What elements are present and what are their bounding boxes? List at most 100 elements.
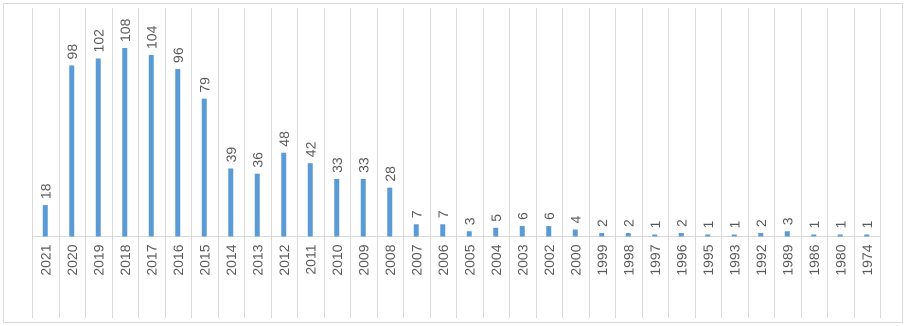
bar xyxy=(440,224,446,237)
data-label: 33 xyxy=(329,157,345,173)
x-tick-label: 2005 xyxy=(461,244,477,275)
x-tick-label: 2009 xyxy=(355,244,371,275)
bar xyxy=(705,234,711,237)
bar xyxy=(652,234,658,237)
x-tick-label: 1999 xyxy=(594,244,610,275)
bar xyxy=(731,234,737,237)
x-tick-label: 1992 xyxy=(753,244,769,275)
x-tick-label: 2003 xyxy=(514,244,530,275)
x-tick-label: 2007 xyxy=(408,244,424,275)
data-label: 2 xyxy=(673,219,689,227)
x-tick-label: 1993 xyxy=(726,244,742,275)
bar xyxy=(625,233,631,237)
x-tick-label: 2015 xyxy=(196,244,212,275)
bar xyxy=(228,168,234,237)
bar xyxy=(493,227,499,237)
data-label: 2 xyxy=(594,219,610,227)
bar xyxy=(678,233,684,237)
bar xyxy=(148,54,154,237)
bar xyxy=(122,48,128,237)
bar xyxy=(175,68,181,237)
x-tick-label: 2020 xyxy=(64,244,80,275)
data-label: 1 xyxy=(806,221,822,229)
x-tick-label: 2012 xyxy=(276,244,292,275)
data-label: 6 xyxy=(541,212,557,220)
x-tick-label: 2008 xyxy=(382,244,398,275)
x-tick-label: 1986 xyxy=(806,244,822,275)
bar xyxy=(360,178,366,237)
bar xyxy=(413,224,419,237)
x-tick-label: 1980 xyxy=(832,244,848,275)
x-tick-label: 1989 xyxy=(779,244,795,275)
x-tick-label: 2019 xyxy=(90,244,106,275)
data-label: 6 xyxy=(514,212,530,220)
data-label: 104 xyxy=(143,25,159,49)
data-label: 3 xyxy=(779,217,795,225)
bar xyxy=(811,234,817,237)
data-label: 2 xyxy=(753,219,769,227)
data-label: 4 xyxy=(567,216,583,224)
data-label: 3 xyxy=(461,217,477,225)
bar xyxy=(334,178,340,237)
data-label: 79 xyxy=(196,77,212,93)
bar xyxy=(572,229,578,237)
bar xyxy=(599,233,605,237)
bar xyxy=(837,234,843,237)
bar xyxy=(758,233,764,237)
data-label: 7 xyxy=(408,210,424,218)
bar xyxy=(42,205,48,237)
x-tick-label: 2013 xyxy=(249,244,265,275)
data-label: 18 xyxy=(37,183,53,199)
data-label: 1 xyxy=(859,221,875,229)
bar xyxy=(95,58,101,237)
x-axis-tick-labels: 2021 2020 2019 2018 2017 2016 2015 2014 2013 2012… xyxy=(37,244,875,275)
x-tick-label: 2000 xyxy=(567,244,583,275)
bar xyxy=(281,152,287,237)
data-label: 1 xyxy=(647,221,663,229)
bar xyxy=(784,231,790,237)
data-label: 5 xyxy=(488,214,504,222)
data-label: 48 xyxy=(276,131,292,147)
x-tick-label: 2014 xyxy=(223,244,239,275)
x-tick-label: 2017 xyxy=(143,244,159,275)
x-tick-label: 2011 xyxy=(302,244,318,274)
bar xyxy=(466,231,472,237)
x-tick-label: 2018 xyxy=(117,244,133,275)
x-tick-label: 2002 xyxy=(541,244,557,275)
x-tick-label: 1996 xyxy=(673,244,689,275)
data-label: 96 xyxy=(170,47,186,63)
data-label: 1 xyxy=(726,221,742,229)
data-label: 2 xyxy=(620,219,636,227)
bar xyxy=(519,226,525,237)
x-tick-label: 1974 xyxy=(859,244,875,275)
gridlines xyxy=(32,8,881,318)
data-label: 1 xyxy=(832,221,848,229)
x-tick-label: 2006 xyxy=(435,244,451,275)
data-label: 102 xyxy=(90,29,106,53)
data-label: 7 xyxy=(435,210,451,218)
x-tick-label: 1998 xyxy=(620,244,636,275)
bar xyxy=(864,234,870,237)
bar xyxy=(307,163,313,237)
x-tick-label: 1995 xyxy=(700,244,716,275)
data-label: 42 xyxy=(302,141,318,157)
bar xyxy=(254,173,260,237)
bars xyxy=(42,48,870,237)
x-tick-label: 2010 xyxy=(329,244,345,275)
data-label: 36 xyxy=(249,152,265,168)
bar xyxy=(69,65,75,237)
x-tick-label: 2021 xyxy=(37,244,53,275)
data-label: 98 xyxy=(64,44,80,60)
x-tick-label: 2016 xyxy=(170,244,186,275)
data-label: 28 xyxy=(382,166,398,182)
bar xyxy=(546,226,552,237)
data-label: 108 xyxy=(117,18,133,42)
bar xyxy=(201,98,207,237)
data-label: 33 xyxy=(355,157,371,173)
bar xyxy=(387,187,393,237)
data-label: 1 xyxy=(700,221,716,229)
x-tick-label: 1997 xyxy=(647,244,663,275)
x-tick-label: 2004 xyxy=(488,244,504,275)
